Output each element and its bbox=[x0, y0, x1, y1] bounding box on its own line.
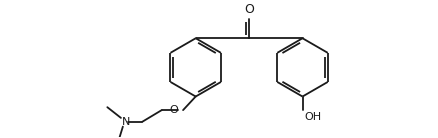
Text: O: O bbox=[170, 105, 178, 115]
Text: O: O bbox=[244, 3, 254, 16]
Text: OH: OH bbox=[304, 112, 321, 122]
Text: N: N bbox=[122, 117, 130, 127]
